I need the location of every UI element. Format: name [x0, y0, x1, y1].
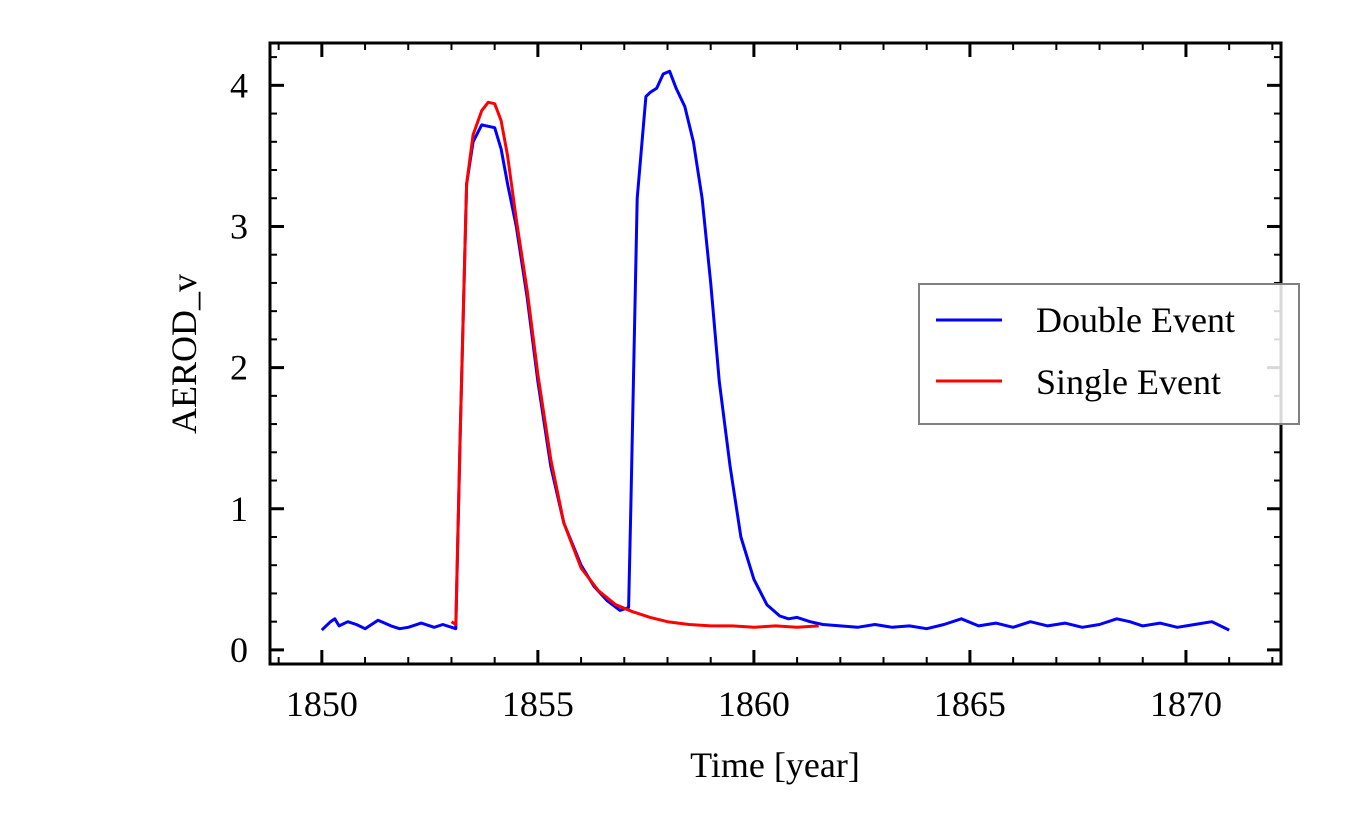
legend-label-double-event: Double Event: [1036, 300, 1235, 340]
x-tick-label: 1860: [718, 684, 790, 724]
x-axis-label: Time [year]: [690, 745, 860, 785]
y-tick-label: 0: [230, 630, 248, 670]
tick-labels: 1850 1855 1860 1865 1870 0 1 2 3 4: [230, 65, 1222, 724]
x-tick-label: 1865: [934, 684, 1006, 724]
x-tick-label: 1850: [286, 684, 358, 724]
y-tick-label: 3: [230, 206, 248, 246]
legend: Double Event Single Event: [918, 283, 1300, 425]
legend-label-single-event: Single Event: [1036, 362, 1221, 402]
y-tick-label: 4: [230, 65, 248, 105]
legend-box: [918, 283, 1300, 425]
y-tick-label: 2: [230, 348, 248, 388]
x-tick-label: 1870: [1150, 684, 1222, 724]
y-axis-label: AEROD_v: [164, 274, 204, 434]
y-tick-label: 1: [230, 489, 248, 529]
series-line-double-event: [320, 69, 1230, 632]
series-layer: [320, 69, 1230, 632]
series-line-single-event: [450, 100, 819, 629]
x-tick-label: 1855: [502, 684, 574, 724]
